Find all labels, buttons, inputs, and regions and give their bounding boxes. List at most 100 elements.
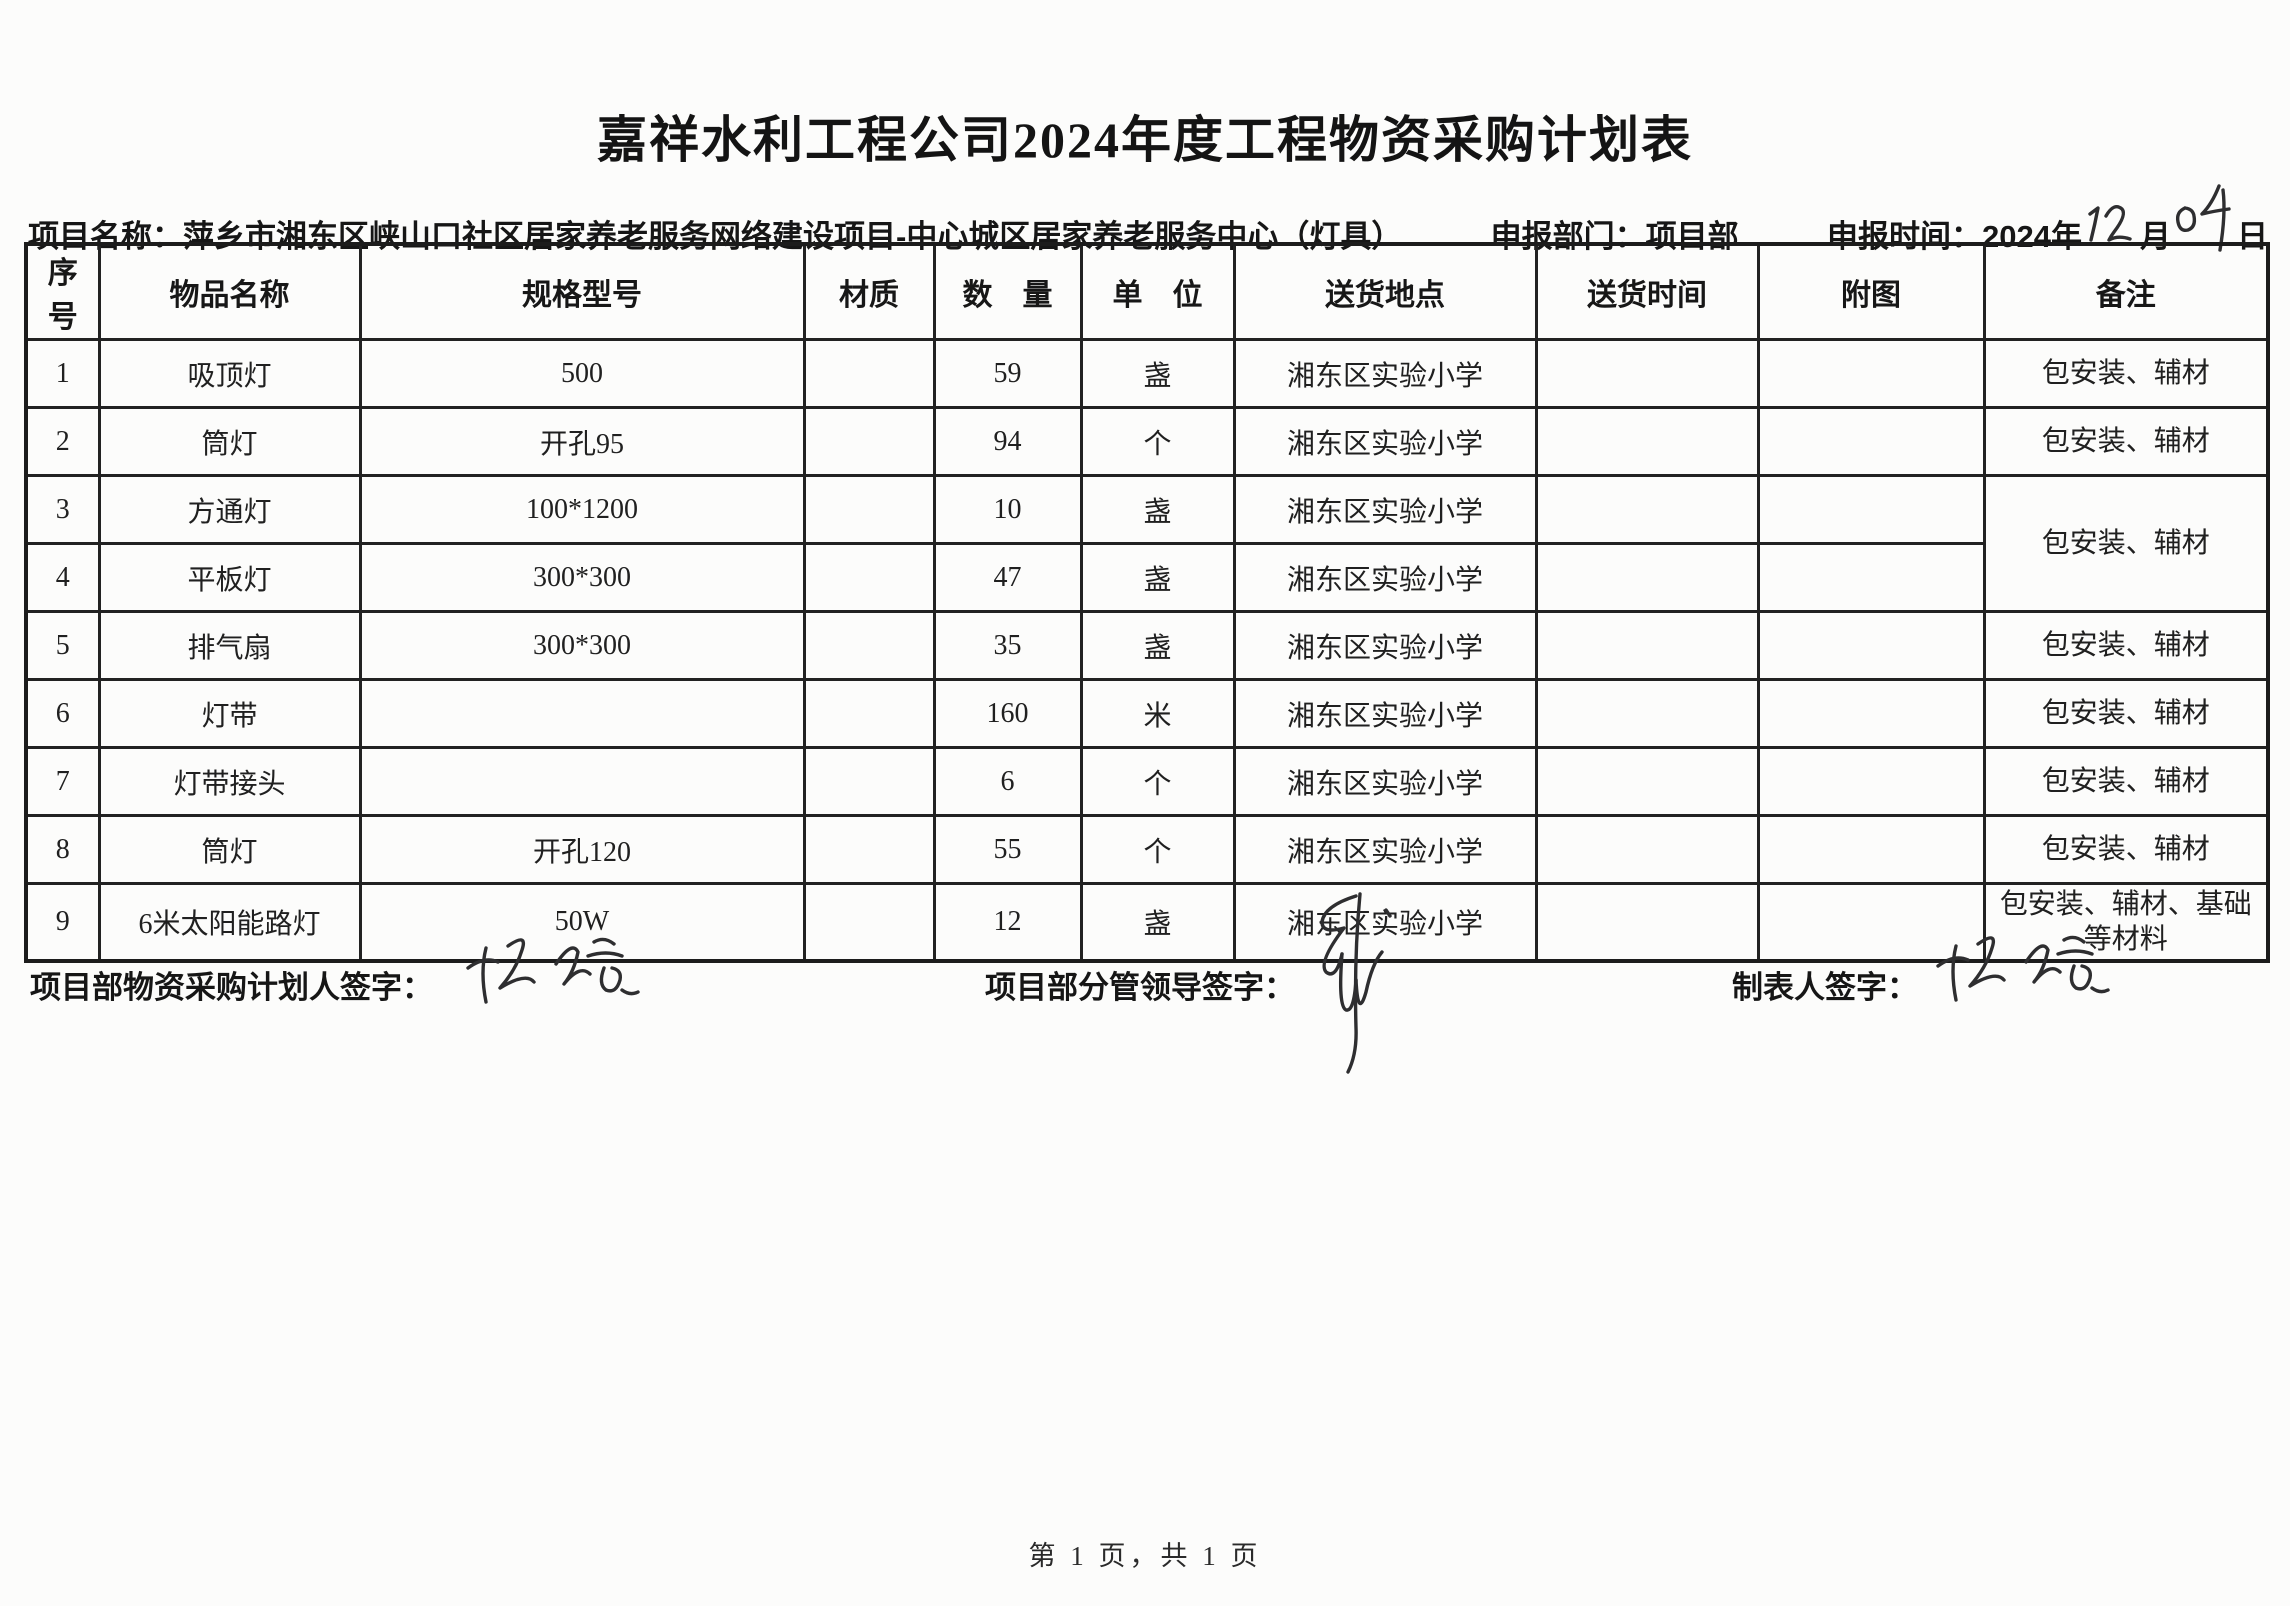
spec-model-cell: 100*1200 <box>358 474 806 545</box>
delivery-time-cell <box>1534 882 1760 963</box>
spec-model-cell: 开孔120 <box>358 814 806 885</box>
table-body: 1 吸顶灯 500 59 盏湘东区实验小学 包安装、辅材 2 筒灯 开孔95 94 个湘东区实验小学… <box>24 338 2270 963</box>
unit-cell: 个 <box>1079 746 1236 817</box>
quantity-cell: 6 <box>932 746 1083 817</box>
table-row: 9 6米太阳能路灯 50W 12 盏湘东区实验小学 包安装、辅材、基础等材料 <box>24 882 2270 963</box>
attachment-cell <box>1756 610 1986 681</box>
table-row: 1 吸顶灯 500 59 盏湘东区实验小学 包安装、辅材 <box>24 338 2270 409</box>
handwritten-month <box>2082 194 2140 256</box>
attachment-cell <box>1756 814 1986 885</box>
unit-cell: 盏 <box>1079 542 1236 613</box>
delivery-time-cell <box>1534 406 1760 477</box>
document-title: 嘉祥水利工程公司2024年度工程物资采购计划表 <box>597 112 1693 168</box>
item-name-cell: 方通灯 <box>97 474 362 545</box>
page-number-footer: 第 1 页，共 1 页 <box>1028 1541 1262 1571</box>
header-quantity: 数 量 <box>932 242 1083 341</box>
delivery-location-cell: 湘东区实验小学 <box>1232 678 1538 749</box>
table-row: 5 排气扇 300*300 35 盏湘东区实验小学 包安装、辅材 <box>24 610 2270 681</box>
delivery-time-cell <box>1534 542 1760 613</box>
row-number-cell: 5 <box>24 610 101 681</box>
spec-model-cell: 300*300 <box>358 610 806 681</box>
spec-model-cell <box>358 678 806 749</box>
header-remark: 备注 <box>1982 242 2270 341</box>
unit-cell: 盏 <box>1079 338 1236 409</box>
row-number-cell: 3 <box>24 474 101 545</box>
delivery-location-cell: 湘东区实验小学 <box>1232 882 1538 963</box>
attachment-cell <box>1756 474 1986 545</box>
spec-model-cell: 开孔95 <box>358 406 806 477</box>
remark-cell: 包安装、辅材 <box>1982 746 2270 817</box>
material-cell <box>802 746 936 817</box>
delivery-time-cell <box>1534 338 1760 409</box>
header-delivery-location: 送货地点 <box>1232 242 1538 341</box>
spec-model-cell: 500 <box>358 338 806 409</box>
material-cell <box>802 406 936 477</box>
table-row: 3 方通灯 100*1200 10 盏湘东区实验小学 包安装、辅材 <box>24 474 2270 613</box>
item-name-cell: 吸顶灯 <box>97 338 362 409</box>
table-row: 2 筒灯 开孔95 94 个湘东区实验小学 包安装、辅材 <box>24 406 2270 477</box>
remark-cell: 包安装、辅材 <box>1982 474 2270 613</box>
row-number-cell: 7 <box>24 746 101 817</box>
attachment-cell <box>1756 746 1986 817</box>
unit-cell: 个 <box>1079 814 1236 885</box>
material-cell <box>802 474 936 545</box>
remark-cell: 包安装、辅材 <box>1982 678 2270 749</box>
row-number-cell: 9 <box>24 882 101 963</box>
preparer-signature-label: 制表人签字： <box>1732 970 1918 1005</box>
quantity-cell: 10 <box>932 474 1083 545</box>
spec-model-cell <box>358 746 806 817</box>
unit-cell: 盏 <box>1079 474 1236 545</box>
remark-cell: 包安装、辅材、基础等材料 <box>1982 882 2270 963</box>
header-row-number: 序号 <box>24 242 101 341</box>
delivery-time-cell <box>1534 746 1760 817</box>
table-row: 4 平板灯 300*300 47 盏湘东区实验小学 <box>24 542 2268 613</box>
material-cell <box>802 610 936 681</box>
material-cell <box>802 882 936 963</box>
remark-cell: 包安装、辅材 <box>1982 338 2270 409</box>
material-cell <box>802 678 936 749</box>
spec-model-cell: 300*300 <box>358 542 806 613</box>
delivery-time-cell <box>1534 678 1760 749</box>
quantity-cell: 94 <box>932 406 1083 477</box>
leader-signature-label: 项目部分管领导签字： <box>985 970 1295 1005</box>
table-row: 7 灯带接头 6 个湘东区实验小学 包安装、辅材 <box>24 746 2270 817</box>
header-item-name: 物品名称 <box>97 242 362 341</box>
material-cell <box>802 542 936 613</box>
attachment-cell <box>1756 542 1986 613</box>
delivery-location-cell: 湘东区实验小学 <box>1232 814 1538 885</box>
quantity-cell: 47 <box>932 542 1083 613</box>
delivery-time-cell <box>1534 814 1760 885</box>
attachment-cell <box>1756 678 1986 749</box>
header-unit: 单 位 <box>1079 242 1236 341</box>
table-row: 8 筒灯 开孔120 55 个湘东区实验小学 包安装、辅材 <box>24 814 2270 885</box>
item-name-cell: 筒灯 <box>97 406 362 477</box>
row-number-cell: 4 <box>24 542 101 613</box>
material-cell <box>802 814 936 885</box>
delivery-location-cell: 湘东区实验小学 <box>1232 474 1538 545</box>
remark-cell: 包安装、辅材 <box>1982 814 2270 885</box>
delivery-location-cell: 湘东区实验小学 <box>1232 406 1538 477</box>
item-name-cell: 灯带 <box>97 678 362 749</box>
quantity-cell: 160 <box>932 678 1083 749</box>
row-number-cell: 6 <box>24 678 101 749</box>
remark-cell: 包安装、辅材 <box>1982 406 2270 477</box>
attachment-cell <box>1756 338 1986 409</box>
delivery-location-cell: 湘东区实验小学 <box>1232 338 1538 409</box>
unit-cell: 盏 <box>1079 882 1236 963</box>
header-delivery-time: 送货时间 <box>1534 242 1760 341</box>
quantity-cell: 59 <box>932 338 1083 409</box>
table-header-row: 序号 物品名称 规格型号 材质 数 量 单 位 送货地点 送货时间 附图 备注 <box>24 242 2270 341</box>
spec-model-cell: 50W <box>358 882 806 963</box>
delivery-location-cell: 湘东区实验小学 <box>1232 610 1538 681</box>
unit-cell: 盏 <box>1079 610 1236 681</box>
row-number-cell: 1 <box>24 338 101 409</box>
item-name-cell: 筒灯 <box>97 814 362 885</box>
quantity-cell: 55 <box>932 814 1083 885</box>
header-material: 材质 <box>802 242 936 341</box>
planner-signature-label: 项目部物资采购计划人签字： <box>30 970 433 1005</box>
material-cell <box>802 338 936 409</box>
item-name-cell: 排气扇 <box>97 610 362 681</box>
quantity-cell: 12 <box>932 882 1083 963</box>
procurement-table: 序号 物品名称 规格型号 材质 数 量 单 位 送货地点 送货时间 附图 备注 … <box>24 242 2270 963</box>
unit-cell: 米 <box>1079 678 1236 749</box>
